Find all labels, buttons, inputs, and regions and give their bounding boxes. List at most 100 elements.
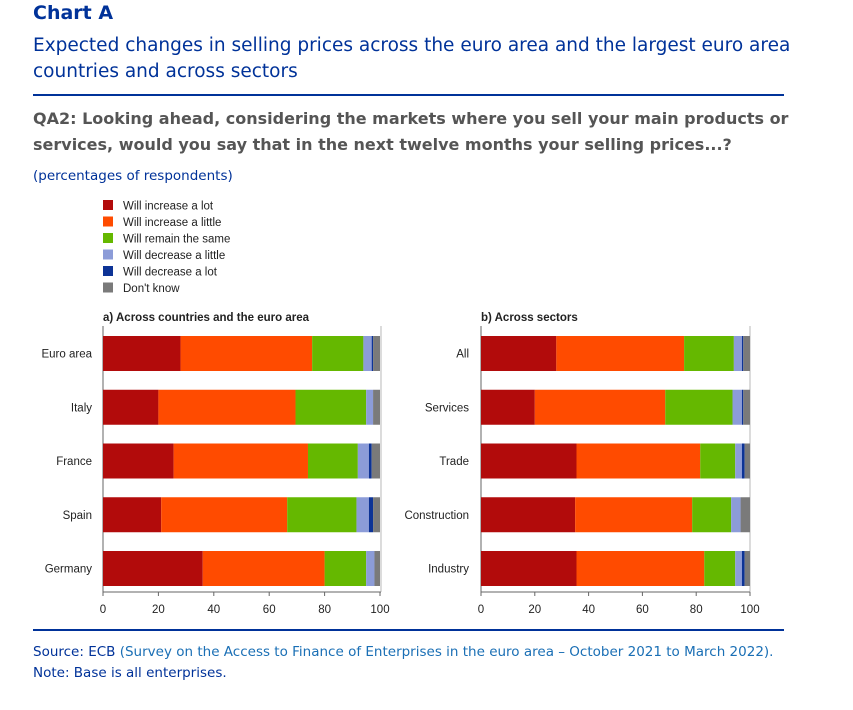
panel-a-category-label-italy: Italy xyxy=(71,402,92,414)
survey-question: QA2: Looking ahead, considering the mark… xyxy=(33,109,789,154)
panel-b-bar-services-don-t-know xyxy=(743,389,750,425)
panel-a-bar-euro-area-will-decrease-a-lot xyxy=(371,336,374,371)
panel-b-x-tick-label-80: 80 xyxy=(690,604,703,616)
panel-b-bar-construction-will-increase-a-little xyxy=(575,497,693,533)
panel-b-bar-services-will-increase-a-lot xyxy=(481,389,535,425)
panel-b-x-tick-label-40: 40 xyxy=(582,604,595,616)
legend-label-will-remain-the-same: Will remain the same xyxy=(123,234,230,246)
divider-top xyxy=(33,94,784,96)
panel-a-bar-spain-will-decrease-a-little xyxy=(356,497,369,533)
panel-b-bar-all-will-decrease-a-little xyxy=(733,336,742,371)
legend-label-will-increase-a-lot: Will increase a lot xyxy=(123,201,214,213)
panel-b-bar-industry-don-t-know xyxy=(744,551,750,586)
base-note: Note: Base is all enterprises. xyxy=(33,665,227,681)
panel-a-bar-euro-area-will-increase-a-lot xyxy=(103,336,181,371)
panel-a-bar-spain-will-remain-the-same xyxy=(287,497,357,533)
panel-a-bar-euro-area-don-t-know xyxy=(373,336,380,371)
chart-area: Will increase a lot Will increase a littl… xyxy=(41,200,760,616)
panel-a-category-label-germany: Germany xyxy=(45,564,93,576)
panel-a-bar-germany-will-decrease-a-little xyxy=(366,551,375,586)
panel-b-bar-services-will-decrease-a-little xyxy=(732,389,742,425)
panel-a-x-tick-label-100: 100 xyxy=(370,604,389,616)
panel-b-category-label-trade: Trade xyxy=(439,456,469,468)
panel-a-bar-spain-will-decrease-a-lot xyxy=(368,497,374,533)
legend-swatch-will-decrease-a-little xyxy=(103,249,113,260)
panel-b-bar-construction-will-decrease-a-little xyxy=(731,497,741,533)
panel-a-x-tick-label-60: 60 xyxy=(263,604,276,616)
panel-b-bar-all-will-increase-a-little xyxy=(556,336,685,371)
panel-a-x-tick-label-0: 0 xyxy=(100,604,106,616)
panel-b-bar-trade-don-t-know xyxy=(744,443,750,479)
source-link[interactable]: (Survey on the Access to Finance of Ente… xyxy=(119,644,774,660)
panel-a-x-tick-label-40: 40 xyxy=(207,604,220,616)
panel-b-bar-all-don-t-know xyxy=(743,336,750,371)
legend-swatch-will-increase-a-lot xyxy=(103,200,113,210)
panel-a-x-tick-label-20: 20 xyxy=(152,604,165,616)
legend-swatch-will-increase-a-little xyxy=(103,216,113,227)
panel-a-bar-germany-will-increase-a-lot xyxy=(103,551,203,586)
panel-b-category-label-all: All xyxy=(456,349,469,361)
panel-b-x-tick-label-0: 0 xyxy=(478,604,484,616)
panel-a-bar-france-will-decrease-a-lot xyxy=(368,443,372,479)
panel-a-bar-spain-will-increase-a-lot xyxy=(103,497,162,533)
panel-b-bar-all-will-increase-a-lot xyxy=(481,336,557,371)
panel-a-bar-france-will-increase-a-lot xyxy=(103,443,174,479)
panel-b-bar-construction-will-increase-a-lot xyxy=(481,497,576,533)
panel-a-bar-italy-will-decrease-a-little xyxy=(366,389,374,425)
panel-b-bar-trade-will-increase-a-little xyxy=(576,443,701,479)
legend-swatch-don-t-know xyxy=(103,282,113,293)
panel-a-category-label-spain: Spain xyxy=(63,510,92,522)
panel-b-bar-industry-will-decrease-a-little xyxy=(735,551,742,586)
panel-a-bar-germany-will-remain-the-same xyxy=(324,551,367,586)
panel-a-bar-france-will-decrease-a-little xyxy=(357,443,369,479)
panel-a-bar-euro-area-will-decrease-a-little xyxy=(363,336,372,371)
panel-a-bar-france-will-increase-a-little xyxy=(173,443,308,479)
panel-b-bar-industry-will-decrease-a-lot xyxy=(741,551,745,586)
panel-a-bar-euro-area-will-increase-a-little xyxy=(180,336,313,371)
panel-a-bar-italy-will-remain-the-same xyxy=(295,389,367,425)
panel-b-bar-construction-don-t-know xyxy=(740,497,750,533)
source-note: Source: ECB (Survey on the Access to Fin… xyxy=(33,642,773,662)
panel-a-bar-france-will-remain-the-same xyxy=(307,443,358,479)
legend-label-don-t-know: Don't know xyxy=(123,283,180,295)
panel-a-bar-italy-will-increase-a-lot xyxy=(103,389,159,425)
panel-b-x-tick-label-20: 20 xyxy=(528,604,541,616)
chart-title: Expected changes in selling prices acros… xyxy=(33,35,791,82)
panel-a-category-label-france: France xyxy=(56,456,92,468)
legend-swatch-will-remain-the-same xyxy=(103,233,113,243)
panel-b-bar-industry-will-remain-the-same xyxy=(704,551,736,586)
panel-b-bar-all-will-decrease-a-lot xyxy=(741,336,744,371)
panel-a-bar-spain-will-increase-a-little xyxy=(161,497,288,533)
panel-a-x-tick-label-80: 80 xyxy=(318,604,331,616)
panel-b-bar-industry-will-increase-a-little xyxy=(576,551,705,586)
legend-label-will-decrease-a-little: Will decrease a little xyxy=(123,250,225,262)
panel-b-category-label-industry: Industry xyxy=(428,564,469,576)
panel-b-bar-trade-will-decrease-a-little xyxy=(735,443,742,479)
panel-a-bar-italy-don-t-know xyxy=(373,389,380,425)
panel-b-bar-services-will-remain-the-same xyxy=(665,389,733,425)
panel-b-bar-all-will-remain-the-same xyxy=(684,336,734,371)
panel-a-bar-euro-area-will-remain-the-same xyxy=(312,336,364,371)
chart-label: Chart A xyxy=(33,2,114,24)
panel-b-bar-trade-will-remain-the-same xyxy=(700,443,736,479)
divider-bottom xyxy=(33,629,784,631)
panel-b-x-tick-label-100: 100 xyxy=(740,604,759,616)
panel-b-x-tick-label-60: 60 xyxy=(636,604,649,616)
panel-a-bar-france-don-t-know xyxy=(371,443,380,479)
panel-b-bar-services-will-decrease-a-lot xyxy=(741,389,744,425)
panel-a-title: a) Across countries and the euro area xyxy=(103,312,310,324)
panel-a-category-label-euro-area: Euro area xyxy=(41,349,92,361)
panel-b-bar-trade-will-increase-a-lot xyxy=(481,443,577,479)
source-prefix: Source: ECB xyxy=(33,644,120,660)
panel-b-title: b) Across sectors xyxy=(481,312,578,324)
panel-a-bar-germany-don-t-know xyxy=(374,551,380,586)
legend-label-will-increase-a-little: Will increase a little xyxy=(123,217,221,229)
panel-a-bar-germany-will-increase-a-little xyxy=(202,551,325,586)
unit-label: (percentages of respondents) xyxy=(33,168,233,184)
panel-b-bar-services-will-increase-a-little xyxy=(534,389,666,425)
legend-label-will-decrease-a-lot: Will decrease a lot xyxy=(123,267,218,279)
panel-b-category-label-construction: Construction xyxy=(404,510,469,522)
panel-a-bar-spain-don-t-know xyxy=(373,497,380,533)
legend-swatch-will-decrease-a-lot xyxy=(103,266,113,276)
panel-b-bar-trade-will-decrease-a-lot xyxy=(741,443,745,479)
